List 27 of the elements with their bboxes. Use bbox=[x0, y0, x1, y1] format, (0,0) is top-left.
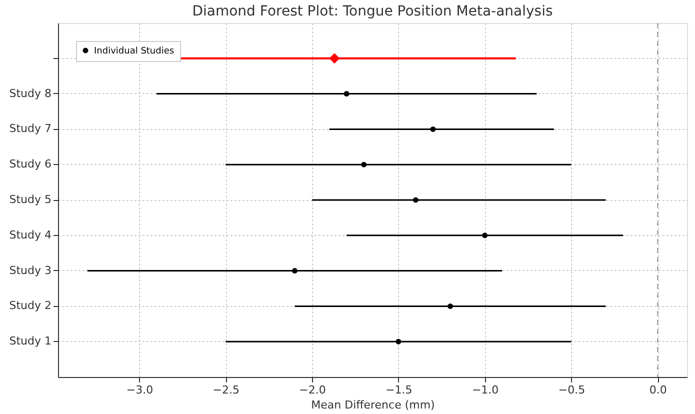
y-tick-label: Study 7 bbox=[9, 122, 52, 136]
x-axis-title: Mean Difference (mm) bbox=[311, 398, 435, 412]
point bbox=[430, 126, 436, 132]
point bbox=[361, 162, 367, 168]
point bbox=[448, 303, 453, 309]
x-tick-label: −2.0 bbox=[299, 384, 326, 396]
point bbox=[329, 53, 340, 64]
y-tick-label: Study 1 bbox=[9, 334, 52, 348]
point bbox=[482, 232, 488, 238]
y-tick-label: Study 3 bbox=[9, 264, 52, 277]
point bbox=[344, 91, 350, 97]
x-tick-label: −0.5 bbox=[558, 384, 586, 396]
point bbox=[412, 197, 418, 203]
chart-title: Diamond Forest Plot: Tongue Position Meta-analysis bbox=[192, 4, 553, 20]
point bbox=[396, 338, 402, 344]
y-tick-label: Study 8 bbox=[9, 86, 52, 100]
legend-label: Individual Studies bbox=[94, 46, 174, 56]
x-tick-label: −1.5 bbox=[386, 384, 412, 396]
x-tick-label: −1.0 bbox=[472, 384, 499, 396]
x-tick-label: 0.0 bbox=[649, 384, 667, 396]
x-tick-label: −3.0 bbox=[126, 384, 154, 396]
y-tick-label: Study 4 bbox=[9, 228, 52, 242]
point bbox=[292, 268, 298, 274]
y-tick-label: Study 5 bbox=[9, 193, 52, 206]
y-tick-label: Study 2 bbox=[9, 299, 52, 312]
y-tick-label: Study 6 bbox=[9, 158, 52, 171]
x-tick-label: −2.5 bbox=[212, 384, 240, 396]
